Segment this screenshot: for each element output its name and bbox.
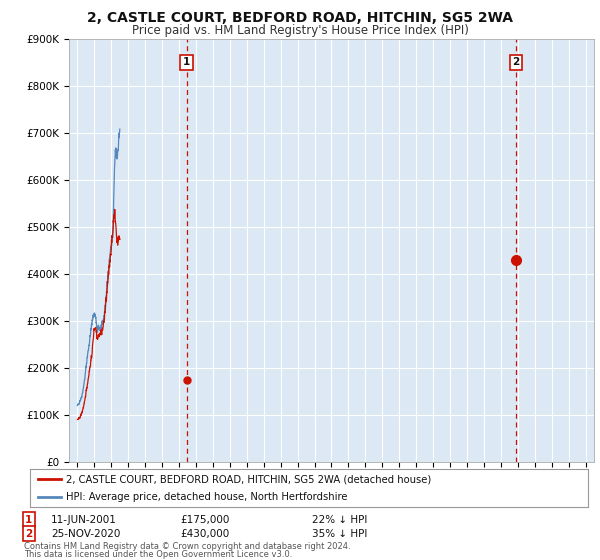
Text: 22% ↓ HPI: 22% ↓ HPI <box>312 515 367 525</box>
Text: £430,000: £430,000 <box>180 529 229 539</box>
Text: 11-JUN-2001: 11-JUN-2001 <box>51 515 117 525</box>
Text: 25-NOV-2020: 25-NOV-2020 <box>51 529 121 539</box>
Text: HPI: Average price, detached house, North Hertfordshire: HPI: Average price, detached house, Nort… <box>66 492 348 502</box>
Text: £175,000: £175,000 <box>180 515 229 525</box>
Text: 2, CASTLE COURT, BEDFORD ROAD, HITCHIN, SG5 2WA: 2, CASTLE COURT, BEDFORD ROAD, HITCHIN, … <box>87 11 513 25</box>
Text: Contains HM Land Registry data © Crown copyright and database right 2024.: Contains HM Land Registry data © Crown c… <box>24 542 350 551</box>
Text: 35% ↓ HPI: 35% ↓ HPI <box>312 529 367 539</box>
Text: 1: 1 <box>25 515 32 525</box>
Text: 2, CASTLE COURT, BEDFORD ROAD, HITCHIN, SG5 2WA (detached house): 2, CASTLE COURT, BEDFORD ROAD, HITCHIN, … <box>66 474 431 484</box>
Text: This data is licensed under the Open Government Licence v3.0.: This data is licensed under the Open Gov… <box>24 550 292 559</box>
Text: 2: 2 <box>25 529 32 539</box>
Text: 1: 1 <box>183 58 190 67</box>
Text: 2: 2 <box>512 58 520 67</box>
Text: Price paid vs. HM Land Registry's House Price Index (HPI): Price paid vs. HM Land Registry's House … <box>131 24 469 36</box>
